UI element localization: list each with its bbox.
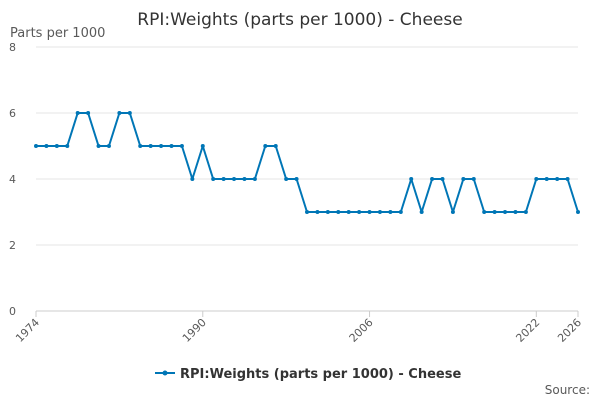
data-point[interactable] bbox=[565, 177, 570, 181]
data-point[interactable] bbox=[440, 177, 445, 181]
y-tick-label: 2 bbox=[9, 239, 16, 252]
data-point[interactable] bbox=[273, 144, 278, 148]
legend-dot-marker bbox=[162, 370, 168, 376]
data-point[interactable] bbox=[430, 177, 435, 181]
data-point[interactable] bbox=[492, 210, 497, 214]
data-point[interactable] bbox=[127, 111, 132, 115]
data-point[interactable] bbox=[409, 177, 414, 181]
data-point[interactable] bbox=[44, 144, 49, 148]
data-point[interactable] bbox=[461, 177, 466, 181]
data-point[interactable] bbox=[263, 144, 268, 148]
data-point[interactable] bbox=[159, 144, 164, 148]
data-point[interactable] bbox=[54, 144, 59, 148]
data-point[interactable] bbox=[398, 210, 403, 214]
chart-title: RPI:Weights (parts per 1000) - Cheese bbox=[137, 10, 462, 30]
x-tick-label: 1990 bbox=[180, 316, 209, 345]
data-point[interactable] bbox=[523, 210, 528, 214]
data-point[interactable] bbox=[232, 177, 237, 181]
data-point[interactable] bbox=[169, 144, 174, 148]
data-point[interactable] bbox=[138, 144, 143, 148]
data-point[interactable] bbox=[65, 144, 70, 148]
data-point[interactable] bbox=[75, 111, 80, 115]
series-layer bbox=[34, 111, 580, 214]
data-point[interactable] bbox=[388, 210, 393, 214]
data-point[interactable] bbox=[482, 210, 487, 214]
data-point[interactable] bbox=[377, 210, 382, 214]
y-tick-label: 4 bbox=[9, 173, 16, 186]
data-point[interactable] bbox=[242, 177, 247, 181]
data-point[interactable] bbox=[190, 177, 195, 181]
source-credit: Source: bbox=[545, 383, 590, 397]
data-point[interactable] bbox=[294, 177, 299, 181]
data-point[interactable] bbox=[34, 144, 38, 148]
data-point[interactable] bbox=[106, 144, 111, 148]
data-point[interactable] bbox=[513, 210, 518, 214]
data-point[interactable] bbox=[211, 177, 216, 181]
data-point[interactable] bbox=[148, 144, 153, 148]
x-axis: 1974 1990 2006 2022 2026 bbox=[13, 310, 584, 345]
data-point[interactable] bbox=[252, 177, 257, 181]
series-line bbox=[36, 112, 579, 213]
data-point[interactable] bbox=[96, 144, 101, 148]
x-tick-label: 2006 bbox=[347, 316, 376, 345]
data-point[interactable] bbox=[221, 177, 226, 181]
data-point[interactable] bbox=[336, 210, 341, 214]
legend-label: RPI:Weights (parts per 1000) - Cheese bbox=[180, 367, 461, 382]
data-point[interactable] bbox=[471, 177, 476, 181]
data-point[interactable] bbox=[305, 210, 309, 214]
data-point[interactable] bbox=[315, 210, 320, 214]
data-point[interactable] bbox=[86, 111, 91, 115]
data-point[interactable] bbox=[450, 210, 455, 214]
x-tick-label: 1974 bbox=[13, 316, 42, 345]
data-point[interactable] bbox=[576, 210, 580, 214]
data-point[interactable] bbox=[200, 144, 205, 148]
y-tick-label: 0 bbox=[9, 305, 16, 318]
gridlines bbox=[36, 46, 578, 246]
y-tick-label: 6 bbox=[9, 107, 16, 120]
data-point[interactable] bbox=[544, 177, 549, 181]
y-axis-label: Parts per 1000 bbox=[10, 26, 105, 41]
data-point[interactable] bbox=[357, 210, 362, 214]
data-point[interactable] bbox=[555, 177, 560, 181]
data-point[interactable] bbox=[534, 177, 539, 181]
y-tick-label: 8 bbox=[9, 41, 16, 54]
data-point[interactable] bbox=[419, 210, 424, 214]
x-tick-label: 2026 bbox=[555, 316, 584, 345]
legend[interactable]: RPI:Weights (parts per 1000) - Cheese bbox=[155, 367, 461, 382]
data-point[interactable] bbox=[346, 210, 351, 214]
y-axis-ticks: 0 2 4 6 8 bbox=[9, 41, 16, 318]
data-point[interactable] bbox=[117, 111, 122, 115]
data-point[interactable] bbox=[367, 210, 372, 214]
data-point[interactable] bbox=[179, 144, 184, 148]
data-point[interactable] bbox=[503, 210, 508, 214]
data-point[interactable] bbox=[325, 210, 330, 214]
x-tick-label: 2022 bbox=[513, 316, 542, 345]
data-point[interactable] bbox=[284, 177, 289, 181]
